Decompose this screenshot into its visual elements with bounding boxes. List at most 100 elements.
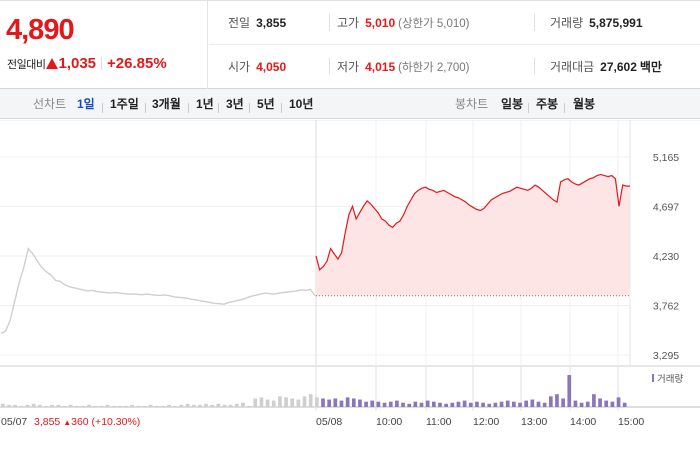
volume-bar [136, 405, 141, 407]
current-price: 4,890 [6, 14, 75, 46]
stat-prev-close: 전일 3,855 [228, 1, 286, 45]
volume-bar [117, 405, 122, 407]
volume-bar [456, 401, 461, 407]
volume-bar [111, 405, 116, 407]
stats-grid: 전일 3,855 고가 5,010 (상한가 5,010) 거래량 5,875,991 … [209, 1, 700, 89]
y-tick-label: 5,165 [653, 152, 679, 164]
volume-bar [518, 402, 522, 407]
tab-period-10y[interactable]: 10년 [289, 97, 314, 111]
stat-low: 저가 4,015 (하한가 2,700) [337, 45, 470, 89]
volume-bar [216, 403, 221, 407]
volume-bar [438, 402, 442, 407]
y-tick-label: 3,295 [653, 350, 679, 362]
volume-bar [468, 402, 473, 407]
volume-bar [370, 400, 375, 407]
stat-value: 5,010 [365, 16, 396, 30]
volume-bar [68, 404, 73, 407]
divider [249, 103, 250, 113]
volume-bar [382, 402, 387, 407]
volume-bar [592, 394, 596, 407]
volume-bar [13, 404, 18, 407]
tab-candle-daily[interactable]: 일봉 [501, 97, 524, 111]
volume-bar [56, 404, 61, 407]
tab-period-3y[interactable]: 3년 [226, 97, 244, 111]
volume-bar [622, 402, 627, 407]
divider [102, 103, 103, 113]
volume-bar [25, 404, 30, 407]
volume-bar [530, 399, 535, 407]
volume-bar [19, 405, 24, 407]
volume-bar [585, 401, 590, 407]
tab-candle-weekly[interactable]: 주봉 [536, 97, 559, 111]
volume-bar [241, 402, 245, 407]
volume-bar [462, 400, 467, 407]
up-triangle-icon [46, 58, 59, 69]
divider [218, 103, 219, 113]
stat-amount: 거래대금 27,602 백만 [550, 45, 662, 89]
tab-period-1y[interactable]: 1년 [196, 97, 214, 111]
tab-candle-monthly[interactable]: 월봉 [573, 97, 596, 111]
volume-bar [93, 405, 98, 407]
stat-high: 고가 5,010 (상한가 5,010) [337, 1, 470, 45]
x-tick-label: 05/08 [316, 416, 342, 428]
volume-bar [185, 403, 190, 407]
volume-bar [395, 400, 399, 407]
tab-period-3m[interactable]: 3개월 [152, 97, 181, 111]
chart-toolbar: 선차트 1일 1주일 3개월 1년 3년 5년 10년 봉차트 일봉 주봉 월봉 [0, 89, 700, 119]
stat-label: 전일 [228, 16, 251, 30]
previous-day-change: 360 (+10.30%) [71, 416, 140, 428]
price-chart[interactable]: 5,165 4,697 4,230 3,762 3,295 05/07 05/08 10:00… [0, 120, 700, 450]
stat-open: 시가 4,050 [228, 45, 286, 89]
volume-bar [191, 404, 196, 407]
volume-bar [567, 375, 572, 407]
quote-summary: 4,890 전일대비 1,035 +26.85% 전일 3,855 고가 5,010 (상… [0, 0, 700, 89]
volume-bar [431, 401, 436, 407]
price-area-fill [316, 174, 630, 296]
volume-bar [548, 396, 553, 407]
volume-bar [598, 398, 602, 407]
volume-bar [81, 405, 85, 407]
volume-bar [524, 400, 529, 407]
stats-row-2: 시가 4,050 저가 4,015 (하한가 2,700) 거래대금 27,602 백만 [209, 45, 700, 89]
stat-label: 거래대금 [550, 60, 595, 74]
volume-bar [413, 401, 418, 407]
divider [145, 103, 146, 113]
volume-bar [487, 403, 492, 407]
volume-bar [302, 396, 307, 407]
volume-bar [210, 404, 215, 407]
divider [534, 14, 535, 31]
lower-limit: (하한가 2,700) [398, 62, 470, 74]
volume-bar [536, 401, 541, 407]
divider [564, 103, 565, 113]
volume-bar [62, 405, 67, 407]
tab-period-5y[interactable]: 5년 [257, 97, 275, 111]
volume-bar [493, 402, 498, 407]
stat-value: 3,855 [256, 16, 287, 30]
volume-bar [99, 405, 104, 407]
y-tick-label: 4,230 [653, 251, 679, 263]
volume-bar [130, 404, 134, 407]
stats-row-1: 전일 3,855 고가 5,010 (상한가 5,010) 거래량 5,875,991 [209, 1, 700, 45]
volume-bar [204, 403, 208, 407]
volume-bar [315, 397, 319, 407]
volume-legend-label: 거래량 [657, 373, 683, 385]
previous-day-summary: 3,855 ▲360 (+10.30%) [34, 416, 140, 428]
tab-period-1d[interactable]: 1일 [77, 97, 95, 111]
tab-period-1w[interactable]: 1주일 [110, 97, 139, 111]
divider [101, 57, 103, 70]
volume-bar [401, 402, 405, 407]
volume-bar [499, 401, 504, 407]
divider [534, 58, 535, 75]
volume-bar [555, 394, 559, 407]
x-tick-label: 10:00 [376, 416, 402, 428]
price-box: 4,890 전일대비 1,035 +26.85% [0, 1, 208, 89]
volume-bar [247, 405, 251, 407]
divider [281, 103, 282, 113]
volume-bar [388, 401, 393, 407]
volume-legend-swatch [652, 374, 654, 382]
volume-bar [87, 404, 91, 407]
x-tick-label: 05/07 [1, 416, 27, 428]
divider [329, 58, 330, 75]
volume-bar [339, 400, 344, 407]
